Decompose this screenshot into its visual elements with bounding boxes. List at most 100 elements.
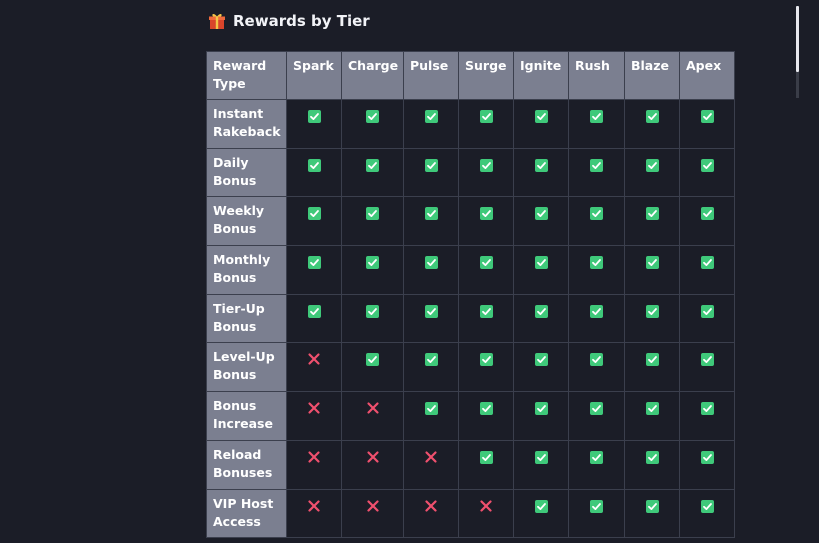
row-label: Daily Bonus — [206, 147, 287, 198]
tier-cell — [458, 293, 514, 344]
table-row: Daily Bonus — [206, 147, 735, 198]
check-icon — [534, 402, 548, 416]
check-icon — [590, 207, 603, 221]
check-icon — [424, 207, 438, 221]
check-icon — [700, 158, 714, 172]
tier-cell — [286, 99, 342, 149]
tier-cell — [513, 245, 569, 295]
check-icon — [366, 256, 379, 270]
check-icon — [307, 158, 321, 172]
tier-cell — [286, 293, 342, 344]
tier-cell — [458, 488, 514, 539]
check-icon — [424, 402, 438, 416]
check-icon — [700, 207, 714, 221]
check-icon — [479, 353, 493, 367]
check-icon — [424, 110, 438, 123]
check-icon — [424, 353, 438, 367]
cross-icon — [307, 498, 321, 512]
check-icon — [534, 256, 548, 270]
check-icon — [307, 207, 321, 221]
cross-icon — [307, 351, 321, 366]
check-icon — [645, 207, 659, 221]
tier-cell — [679, 488, 735, 539]
tier-cell — [568, 245, 625, 295]
column-header-blaze: Blaze — [624, 51, 680, 100]
tier-cell — [513, 439, 569, 490]
table-row: Bonus Increase — [206, 391, 735, 441]
tier-cell — [458, 342, 514, 393]
tier-cell — [458, 439, 514, 490]
cross-icon — [366, 449, 380, 463]
tier-cell — [458, 245, 514, 295]
row-label: Tier-Up Bonus — [206, 293, 287, 344]
cross-icon — [366, 498, 380, 512]
table-row: Level-Up Bonus — [206, 342, 735, 393]
tier-cell — [679, 147, 735, 198]
row-label: Instant Rakeback — [206, 99, 287, 149]
check-icon — [590, 158, 603, 172]
tier-cell — [568, 196, 625, 247]
tier-cell — [286, 342, 342, 393]
cross-icon — [424, 449, 438, 463]
check-icon — [479, 450, 493, 464]
column-header-ignite: Ignite — [513, 51, 569, 100]
check-icon — [479, 207, 493, 221]
check-icon — [700, 450, 714, 464]
tier-cell — [513, 147, 569, 198]
check-icon — [645, 256, 659, 270]
tier-cell — [513, 293, 569, 344]
rewards-table: Reward Type Spark Charge Pulse Surge Ign… — [206, 51, 735, 539]
check-icon — [645, 353, 659, 367]
tier-cell — [624, 391, 680, 441]
row-label: Weekly Bonus — [206, 196, 287, 247]
cross-icon — [307, 400, 321, 414]
check-icon — [366, 353, 379, 367]
tier-cell — [458, 99, 514, 149]
check-icon — [307, 110, 321, 123]
check-icon — [590, 110, 603, 123]
check-icon — [590, 450, 603, 464]
tier-cell — [403, 245, 459, 295]
table-header-row: Reward Type Spark Charge Pulse Surge Ign… — [206, 51, 735, 100]
tier-cell — [679, 99, 735, 149]
scrollbar-track[interactable] — [796, 72, 799, 98]
tier-cell — [624, 147, 680, 198]
check-icon — [424, 158, 438, 172]
check-icon — [590, 256, 603, 270]
tier-cell — [341, 439, 404, 490]
column-header-reward-type: Reward Type — [206, 51, 287, 100]
column-header-spark: Spark — [286, 51, 342, 100]
scrollbar-thumb[interactable] — [796, 6, 799, 72]
tier-cell — [679, 245, 735, 295]
tier-cell — [624, 488, 680, 539]
check-icon — [424, 256, 438, 270]
check-icon — [479, 402, 493, 416]
tier-cell — [568, 293, 625, 344]
check-icon — [700, 353, 714, 367]
tier-cell — [624, 245, 680, 295]
tier-cell — [286, 488, 342, 539]
tier-cell — [341, 147, 404, 198]
check-icon — [534, 110, 548, 123]
tier-cell — [568, 147, 625, 198]
row-label: Reload Bonuses — [206, 439, 287, 490]
check-icon — [479, 304, 493, 318]
column-header-apex: Apex — [679, 51, 735, 100]
tier-cell — [341, 99, 404, 149]
cross-icon — [424, 498, 438, 512]
tier-cell — [403, 293, 459, 344]
check-icon — [645, 402, 659, 416]
tier-cell — [568, 391, 625, 441]
tier-cell — [458, 147, 514, 198]
check-icon — [479, 158, 493, 172]
tier-cell — [679, 391, 735, 441]
check-icon — [700, 110, 714, 123]
table-body: Instant Rakeback Daily Bonus Weekly Bonus M… — [206, 99, 735, 539]
tier-cell — [513, 488, 569, 539]
tier-cell — [679, 439, 735, 490]
cross-icon — [307, 449, 321, 463]
cross-icon — [366, 400, 380, 414]
column-header-surge: Surge — [458, 51, 514, 100]
tier-cell — [341, 245, 404, 295]
tier-cell — [679, 196, 735, 247]
